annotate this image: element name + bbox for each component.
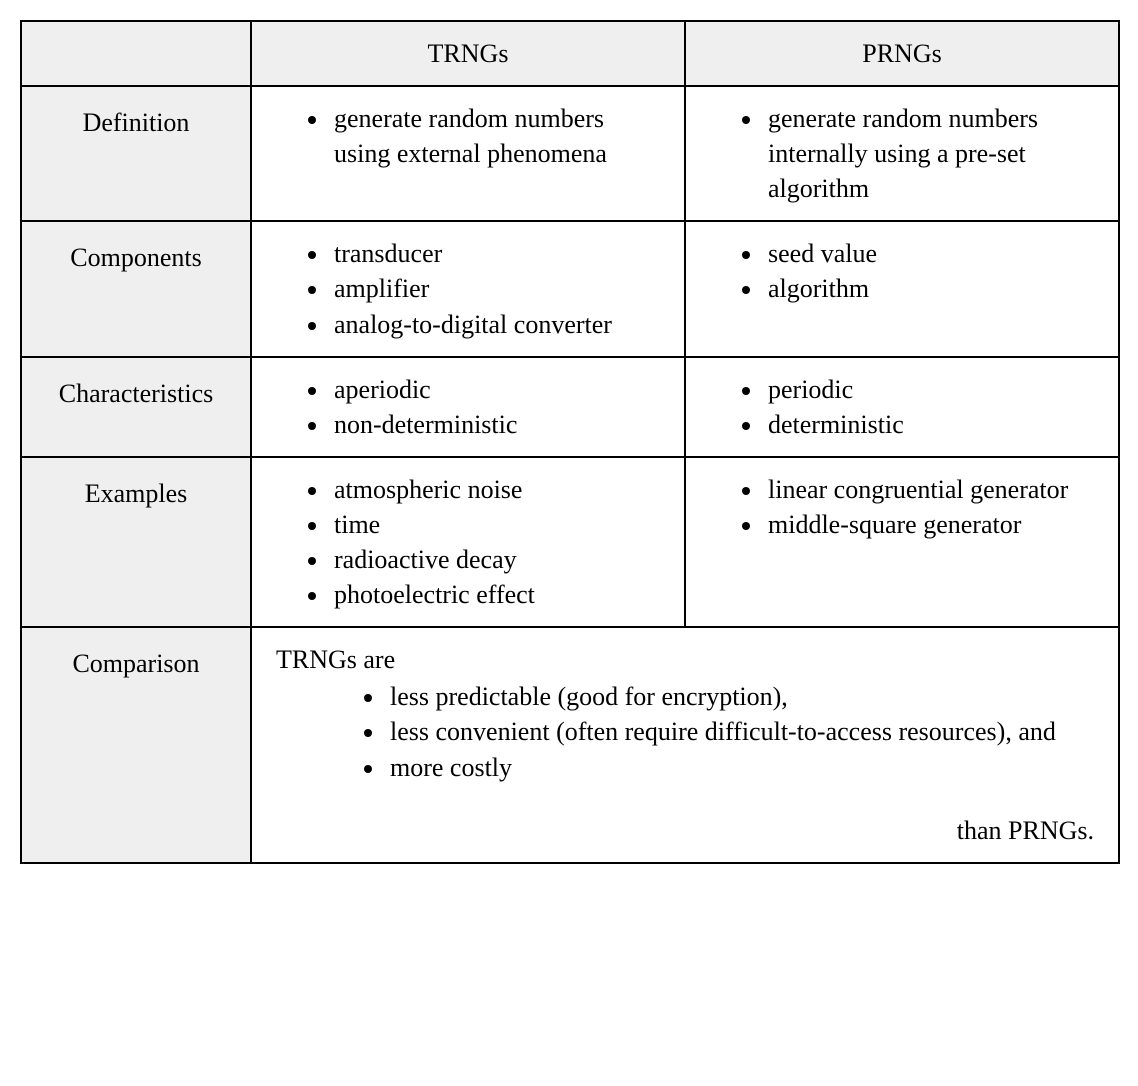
list-item: seed value [764,236,1098,271]
list-item: middle-square generator [764,507,1098,542]
list-item: transducer [330,236,664,271]
list-item: amplifier [330,271,664,306]
list-characteristics-prng: periodicdeterministic [706,372,1098,442]
list-item: analog-to-digital converter [330,307,664,342]
list-item: photoelectric effect [330,577,664,612]
list-item: aperiodic [330,372,664,407]
list-item: linear congruential generator [764,472,1098,507]
header-blank [21,21,251,86]
header-prngs: PRNGs [685,21,1119,86]
comparison-list: less predictable (good for encryption),l… [276,679,1094,784]
cell-components-trng: transduceramplifieranalog-to-digital con… [251,221,685,356]
header-row: TRNGs PRNGs [21,21,1119,86]
list-examples-trng: atmospheric noisetimeradioactive decayph… [272,472,664,612]
label-comparison: Comparison [21,627,251,862]
header-trngs: TRNGs [251,21,685,86]
list-definition-prng: generate random numbers internally using… [706,101,1098,206]
cell-components-prng: seed valuealgorithm [685,221,1119,356]
row-examples: Examples atmospheric noisetimeradioactiv… [21,457,1119,627]
row-definition: Definition generate random numbers using… [21,86,1119,221]
list-components-trng: transduceramplifieranalog-to-digital con… [272,236,664,341]
label-components: Components [21,221,251,356]
list-item: periodic [764,372,1098,407]
list-item: generate random numbers internally using… [764,101,1098,206]
comparison-lead: TRNGs are [276,642,1094,677]
list-examples-prng: linear congruential generatormiddle-squa… [706,472,1098,542]
list-item: less predictable (good for encryption), [386,679,1094,714]
cell-characteristics-prng: periodicdeterministic [685,357,1119,457]
list-item: radioactive decay [330,542,664,577]
list-item: deterministic [764,407,1098,442]
list-item: more costly [386,750,1094,785]
label-definition: Definition [21,86,251,221]
cell-comparison: TRNGs are less predictable (good for enc… [251,627,1119,862]
list-item: time [330,507,664,542]
list-components-prng: seed valuealgorithm [706,236,1098,306]
list-item: algorithm [764,271,1098,306]
rng-comparison-table: TRNGs PRNGs Definition generate random n… [20,20,1120,864]
row-components: Components transduceramplifieranalog-to-… [21,221,1119,356]
row-characteristics: Characteristics aperiodicnon-determinist… [21,357,1119,457]
label-characteristics: Characteristics [21,357,251,457]
cell-characteristics-trng: aperiodicnon-deterministic [251,357,685,457]
list-item: non-deterministic [330,407,664,442]
list-item: atmospheric noise [330,472,664,507]
cell-examples-trng: atmospheric noisetimeradioactive decayph… [251,457,685,627]
row-comparison: Comparison TRNGs are less predictable (g… [21,627,1119,862]
cell-definition-prng: generate random numbers internally using… [685,86,1119,221]
cell-definition-trng: generate random numbers using external p… [251,86,685,221]
cell-examples-prng: linear congruential generatormiddle-squa… [685,457,1119,627]
list-characteristics-trng: aperiodicnon-deterministic [272,372,664,442]
list-definition-trng: generate random numbers using external p… [272,101,664,171]
list-item: generate random numbers using external p… [330,101,664,171]
comparison-tail: than PRNGs. [276,813,1094,848]
label-examples: Examples [21,457,251,627]
list-item: less convenient (often require difficult… [386,714,1094,749]
